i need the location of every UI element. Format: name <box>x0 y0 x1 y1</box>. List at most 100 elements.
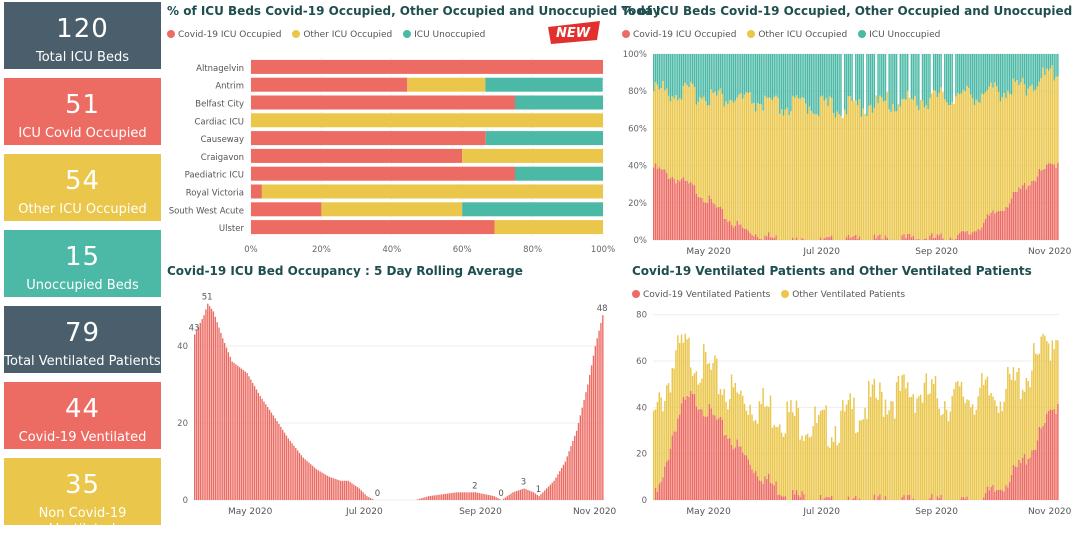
bar-covid-occupied <box>820 237 821 240</box>
bar-covid-occupied <box>1024 183 1025 240</box>
legend-item-other[interactable]: Other ICU Occupied <box>292 30 392 40</box>
area-bar-covid <box>523 488 524 500</box>
bar-other-ventilated <box>983 385 984 498</box>
area-bar-covid <box>527 490 528 500</box>
bar-covid-ventilated <box>657 492 658 500</box>
area-bar-covid <box>207 304 208 500</box>
bar-other-occupied <box>874 108 875 235</box>
bar-unoccupied <box>998 54 999 92</box>
area-bar-covid <box>473 492 474 500</box>
bar-other-ventilated <box>662 411 663 477</box>
bar-unoccupied <box>670 54 671 101</box>
area-bar-covid <box>353 485 354 500</box>
legend-item-covid[interactable]: Covid-19 ICU Occupied <box>622 30 736 40</box>
area-bar-covid <box>589 375 590 500</box>
bar-unoccupied <box>822 54 823 96</box>
new-badge-text: NEW <box>556 26 591 41</box>
bar-other-ventilated <box>723 389 724 435</box>
bar-other-ventilated <box>955 382 956 500</box>
bar-other-ventilated <box>653 411 654 500</box>
bar-covid-ventilated <box>961 497 962 500</box>
bar-other-ventilated <box>718 394 719 418</box>
bar-unoccupied <box>688 54 689 87</box>
bar-other-occupied <box>740 93 741 224</box>
bar-unoccupied <box>818 54 819 116</box>
bar-other-occupied <box>757 103 758 237</box>
bar-unoccupied <box>751 54 752 104</box>
bar-other-ventilated <box>959 386 960 500</box>
legend-item-unoccupied[interactable]: ICU Unoccupied <box>403 30 485 40</box>
legend-item-other[interactable]: Other ICU Occupied <box>747 30 847 40</box>
kpi-label: Non Covid-19 Ventilated <box>4 506 161 538</box>
bar-other-ventilated <box>764 407 765 476</box>
bar-other-occupied <box>970 94 971 234</box>
bar-other-occupied <box>697 102 698 197</box>
bar-covid-ventilated <box>1050 410 1051 500</box>
bar-unoccupied <box>685 54 686 83</box>
bar-other-ventilated <box>840 411 841 500</box>
legend-item-covid-ventilated[interactable]: Covid-19 Ventilated Patients <box>632 290 770 300</box>
kpi-value: 44 <box>4 382 161 424</box>
bar-covid-ventilated <box>755 471 756 500</box>
bar-covid-occupied <box>668 179 669 240</box>
bar-other-occupied <box>853 100 854 236</box>
x-tick-label: Jul 2020 <box>345 507 383 517</box>
area-bar-covid <box>454 493 455 500</box>
bar-covid-ventilated <box>681 403 682 500</box>
bar-other-ventilated <box>805 435 806 500</box>
bar-other-occupied <box>666 89 667 173</box>
bar-other-occupied <box>929 98 930 235</box>
kpi-value: 79 <box>4 306 161 348</box>
bar-other-ventilated <box>879 382 880 494</box>
bar-covid-ventilated <box>1013 465 1014 500</box>
legend-item-other-ventilated[interactable]: Other Ventilated Patients <box>781 290 905 300</box>
bar-other-ventilated <box>901 375 902 497</box>
area-bar-covid <box>542 492 543 500</box>
bar-other-ventilated <box>976 410 977 500</box>
bar-covid-occupied <box>673 179 674 240</box>
bar-unoccupied <box>742 54 743 99</box>
bar-other-occupied <box>1033 91 1034 181</box>
bar-other-ventilated <box>1050 361 1051 410</box>
bar-other-ventilated <box>688 338 689 397</box>
bar-covid-occupied <box>950 237 951 240</box>
bar-unoccupied <box>825 54 826 98</box>
bar-unoccupied <box>668 54 669 96</box>
bar-covid-occupied <box>731 225 732 240</box>
bar-unoccupied <box>946 54 947 102</box>
bar-unoccupied <box>1022 54 1023 78</box>
bar-other-occupied <box>961 93 962 231</box>
bar-other-ventilated <box>989 395 990 490</box>
area-bar-covid <box>288 438 289 500</box>
bar-other-occupied <box>718 91 719 207</box>
bar-other-occupied <box>950 105 951 237</box>
bar-covid-occupied <box>1044 169 1045 240</box>
bar-covid-occupied <box>801 238 802 240</box>
bar-unoccupied <box>831 54 832 98</box>
bar-covid-ventilated <box>796 490 797 500</box>
kpi-label: Unoccupied Beds <box>4 278 161 294</box>
bar-covid-occupied <box>1046 164 1047 240</box>
area-bar-covid <box>441 494 442 500</box>
bar-other-ventilated <box>970 407 971 500</box>
bar-covid-occupied <box>905 238 906 240</box>
area-bar-covid <box>520 490 521 500</box>
bar-unoccupied <box>755 54 756 111</box>
legend-item-covid[interactable]: Covid-19 ICU Occupied <box>167 30 281 40</box>
bar-other-ventilated <box>1022 390 1023 458</box>
bar-covid-occupied <box>824 239 825 240</box>
bar-unoccupied <box>824 54 825 101</box>
bar-unoccupied <box>983 54 984 94</box>
bar-covid-occupied <box>1052 164 1053 240</box>
bar-unoccupied <box>714 54 715 92</box>
bar-unoccupied <box>888 54 889 109</box>
bar-other-occupied <box>699 97 700 197</box>
bar-other-ventilated <box>1040 337 1041 429</box>
bar-covid-occupied <box>903 234 904 240</box>
legend-item-unoccupied[interactable]: ICU Unoccupied <box>858 30 940 40</box>
bar-other-ventilated <box>913 394 914 498</box>
bar-unoccupied <box>694 54 695 87</box>
bar-covid-ventilated <box>655 488 656 500</box>
bar-other-ventilated <box>985 379 986 493</box>
bar-unoccupied <box>775 54 776 96</box>
